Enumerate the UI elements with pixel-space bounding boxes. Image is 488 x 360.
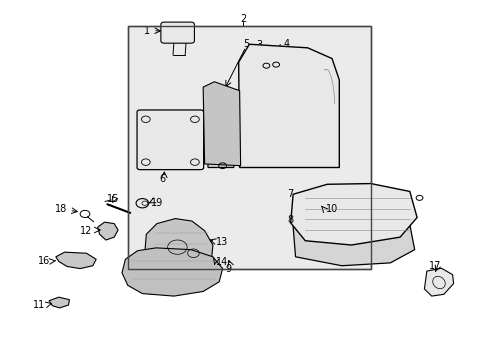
Text: 5: 5 bbox=[243, 39, 248, 49]
Text: 19: 19 bbox=[151, 198, 163, 207]
Text: 10: 10 bbox=[325, 204, 337, 214]
Polygon shape bbox=[49, 297, 69, 308]
Text: 1: 1 bbox=[143, 26, 150, 36]
Text: 15: 15 bbox=[107, 194, 119, 203]
Text: 11: 11 bbox=[33, 300, 45, 310]
Polygon shape bbox=[290, 184, 416, 245]
Text: 13: 13 bbox=[216, 237, 228, 247]
Polygon shape bbox=[122, 248, 222, 296]
Text: 9: 9 bbox=[225, 264, 231, 274]
Text: 18: 18 bbox=[55, 203, 67, 213]
Text: 16: 16 bbox=[38, 256, 50, 266]
Text: 4: 4 bbox=[283, 39, 289, 49]
Text: 3: 3 bbox=[256, 40, 262, 50]
Polygon shape bbox=[292, 217, 414, 266]
Text: 2: 2 bbox=[240, 14, 245, 23]
FancyBboxPatch shape bbox=[161, 22, 194, 43]
Text: 12: 12 bbox=[80, 226, 93, 236]
Polygon shape bbox=[206, 91, 233, 167]
Bar bbox=[127, 26, 370, 269]
Text: 14: 14 bbox=[216, 257, 228, 267]
Text: 6: 6 bbox=[160, 174, 165, 184]
Polygon shape bbox=[56, 252, 96, 269]
Polygon shape bbox=[238, 44, 339, 167]
Polygon shape bbox=[424, 268, 453, 296]
Text: 7: 7 bbox=[286, 189, 292, 199]
FancyBboxPatch shape bbox=[137, 110, 203, 170]
Text: 17: 17 bbox=[428, 261, 440, 271]
Polygon shape bbox=[98, 222, 118, 240]
Polygon shape bbox=[144, 219, 212, 277]
Bar bbox=[127, 26, 370, 269]
Polygon shape bbox=[203, 82, 240, 166]
Text: 8: 8 bbox=[286, 215, 292, 225]
